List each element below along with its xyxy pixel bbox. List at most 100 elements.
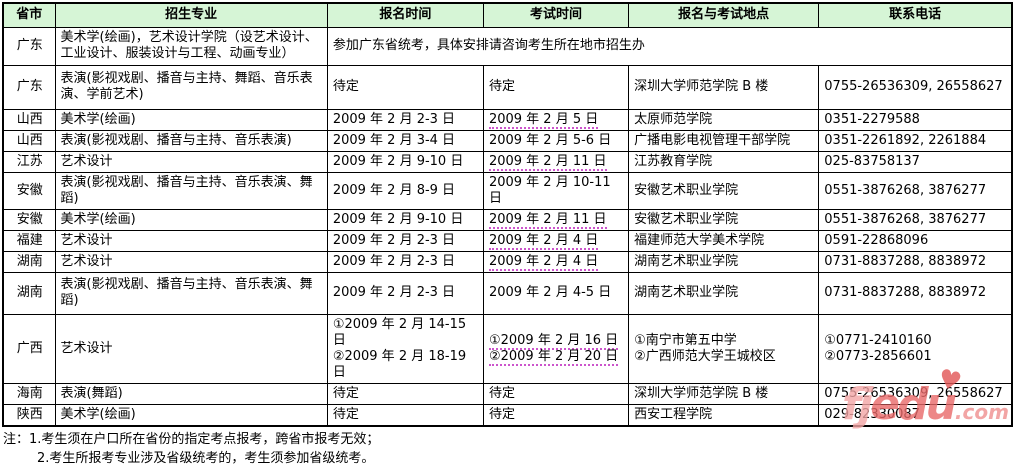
cell-exam-time: 2009 年 2 月 5-6 日 (482, 129, 630, 152)
cell-reg-time: 2009 年 2 月 2-3 日 (326, 271, 484, 315)
cell-province: 江苏 (2, 150, 56, 173)
cell-province: 山西 (2, 108, 56, 131)
cell-phone: 0755-26536309, 26558627 (818, 64, 1013, 110)
cell-line: 2009 年 2 月 4 日 (488, 253, 624, 271)
cell-major: 艺术设计 (54, 250, 328, 273)
cell-line: 0731-8837288, 8838972 (824, 253, 987, 269)
exam-date: 2009 年 2 月 4-5 日 (488, 285, 612, 300)
exam-date: 待定 (488, 406, 515, 422)
cell-phone: 0731-8837288, 8838972 (818, 250, 1013, 273)
cell-line: 深圳大学师范学院 B 楼 (634, 79, 769, 94)
cell-location: 西安工程学院 (628, 403, 820, 426)
cell-line: 湖南艺术职业学院 (634, 253, 739, 269)
cell-location: 广播电影电视管理干部学院 (628, 129, 820, 152)
cell-location: 湖南艺术职业学院 (628, 250, 820, 273)
notes: 注：1.考生须在户口所在省份的指定考点报考，跨省市报考无效； 2.考生所报考专业… (3, 430, 1014, 468)
cell-exam-time: 待定 (482, 64, 630, 110)
exam-date-underlined: ①2009 年 2 月 16 日 (488, 332, 619, 350)
table-row: 湖南 表演(影视戏剧、播音与主持、音乐表演、舞蹈) 2009 年 2 月 2-3 日… (2, 271, 1013, 315)
cell-major: 艺术设计 (54, 313, 328, 384)
cell-province: 湖南 (2, 271, 56, 315)
cell-province: 安徽 (2, 171, 56, 210)
cell-province: 陕西 (2, 403, 56, 426)
cell-line: 029-82330087 (824, 406, 920, 422)
cell-major: 表演(影视戏剧、播音与主持、音乐表演、舞蹈) (54, 171, 328, 210)
cell-line: 0755-26536309, 26558627 (824, 79, 1003, 94)
cell-line: 西安工程学院 (634, 406, 713, 422)
cell-line: 0551-3876268, 3876277 (824, 211, 987, 227)
cell-line: 0731-8837288, 8838972 (824, 285, 987, 300)
column-header: 招生专业 (54, 2, 328, 28)
cell-line: 2009 年 2 月 5-6 日 (489, 133, 624, 149)
table-row: 广西 艺术设计 ①2009 年 2 月 14-15 日 ②2009 年 2 月 18-… (2, 313, 1013, 384)
cell-line: 待定 (332, 406, 359, 422)
cell-reg-time: 待定 (326, 382, 484, 405)
cell-reg-time: ①2009 年 2 月 14-15 日 ②2009 年 2 月 18-19 日 (326, 313, 484, 384)
cell-line: 广播电影电视管理干部学院 (634, 132, 791, 148)
cell-reg-time: 2009 年 2 月 9-10 日 (326, 208, 484, 231)
cell-province: 湖南 (2, 250, 56, 273)
cell-line: 待定 (489, 386, 624, 402)
table-row: 福建 艺术设计 2009 年 2 月 2-3 日 2009 年 2 月 4 日 福建师范… (2, 229, 1013, 252)
cell-location: 深圳大学师范学院 B 楼 (628, 382, 820, 405)
cell-phone: 029-82330087 (818, 403, 1013, 426)
cell-line: 0755-26536309, 26558627 (824, 385, 1003, 401)
cell-phone: 0351-2279588 (818, 108, 1013, 131)
cell-line: 2009 年 2 月 2-3 日 (332, 232, 456, 248)
cell-major: 美术学(绘画) (54, 208, 328, 231)
cell-line: 2009 年 2 月 9-10 日 (332, 211, 464, 227)
cell-major: 艺术设计 (54, 229, 328, 252)
table-row: 江苏 艺术设计 2009 年 2 月 9-10 日 2009 年 2 月 11 日 江苏… (2, 150, 1013, 173)
exam-date: 待定 (488, 385, 515, 401)
column-header: 考试时间 (482, 2, 630, 28)
cell-line: 待定 (489, 79, 624, 95)
cell-line: 待定 (332, 79, 359, 94)
exam-date-underlined: ②2009 年 2 月 20 日 (488, 348, 619, 366)
table-row: 安徽 美术学(绘画) 2009 年 2 月 9-10 日 2009 年 2 月 11 … (2, 208, 1013, 231)
cell-line: 2009 年 2 月 10-11 日 (489, 175, 624, 207)
cell-location: 安徽艺术职业学院 (628, 208, 820, 231)
cell-exam-time: 2009 年 2 月 4 日 (482, 229, 630, 252)
cell-line: 2009 年 2 月 2-3 日 (332, 111, 456, 127)
exam-date-underlined: 2009 年 2 月 11 日 (488, 211, 607, 229)
cell-line: ②广西师范大学王城校区 (634, 348, 776, 364)
cell-province: 海南 (2, 382, 56, 405)
cell-major: 美术学(绘画) (54, 403, 328, 426)
cell-reg-time: 2009 年 2 月 2-3 日 (326, 250, 484, 273)
cell-major: 美术学(绘画)，艺术设计学院（设艺术设计、工业设计、服装设计与工程、动画专业） (54, 26, 328, 66)
cell-line: 2009 年 2 月 2-3 日 (332, 285, 456, 300)
cell-line: 江苏教育学院 (634, 153, 713, 169)
exam-date: 2009 年 2 月 5-6 日 (488, 132, 612, 148)
header-row: 省市 招生专业 报名时间 考试时间 报名与考试地点 联系电话 (2, 2, 1013, 28)
cell-location: 太原师范学院 (628, 108, 820, 131)
cell-major: 表演(影视戏剧、播音与主持、音乐表演) (54, 129, 328, 152)
cell-line: ②0773-2856601 (824, 348, 932, 364)
cell-phone: 025-83758137 (818, 150, 1013, 173)
cell-province: 安徽 (2, 208, 56, 231)
cell-reg-time: 待定 (326, 64, 484, 110)
cell-reg-time: 待定 (326, 403, 484, 426)
table-row: 广东 表演(影视戏剧、播音与主持、舞蹈、音乐表演、学前艺术) 待定 待定 深圳大学师范学… (2, 64, 1013, 110)
cell-location: ①南宁市第五中学 ②广西师范大学王城校区 (628, 313, 820, 384)
cell-line: 深圳大学师范学院 B 楼 (634, 385, 769, 401)
cell-line: 2009 年 2 月 5 日 (488, 111, 624, 129)
cell-line: 2009 年 2 月 8-9 日 (332, 182, 456, 198)
cell-exam-time: 2009 年 2 月 4-5 日 (482, 271, 630, 315)
cell-line: ①0771-2410160 (824, 332, 932, 348)
cell-line: 太原师范学院 (634, 111, 713, 127)
cell-location: 安徽艺术职业学院 (628, 171, 820, 210)
cell-reg-time: 2009 年 2 月 2-3 日 (326, 229, 484, 252)
cell-exam-time: 2009 年 2 月 11 日 (482, 208, 630, 231)
cell-line: ①2009 年 2 月 16 日 (488, 332, 624, 350)
cell-phone: 0351-2261892, 2261884 (818, 129, 1013, 152)
cell-major: 美术学(绘画) (54, 108, 328, 131)
exam-date-underlined: 2009 年 2 月 4 日 (488, 232, 599, 250)
cell-major: 表演(影视戏剧、播音与主持、音乐表演、舞蹈) (54, 271, 328, 315)
cell-line: 2009 年 2 月 2-3 日 (332, 253, 456, 269)
cell-line: 2009 年 2 月 11 日 (488, 153, 624, 171)
cell-major: 表演(舞蹈) (54, 382, 328, 405)
cell-phone: 0755-26536309, 26558627 (818, 382, 1013, 405)
exam-date-underlined: 2009 年 2 月 4 日 (488, 253, 599, 271)
cell-line: 2009 年 2 月 3-4 日 (332, 132, 456, 148)
table-row: 安徽 表演(影视戏剧、播音与主持、音乐表演、舞蹈) 2009 年 2 月 8-9 日… (2, 171, 1013, 210)
